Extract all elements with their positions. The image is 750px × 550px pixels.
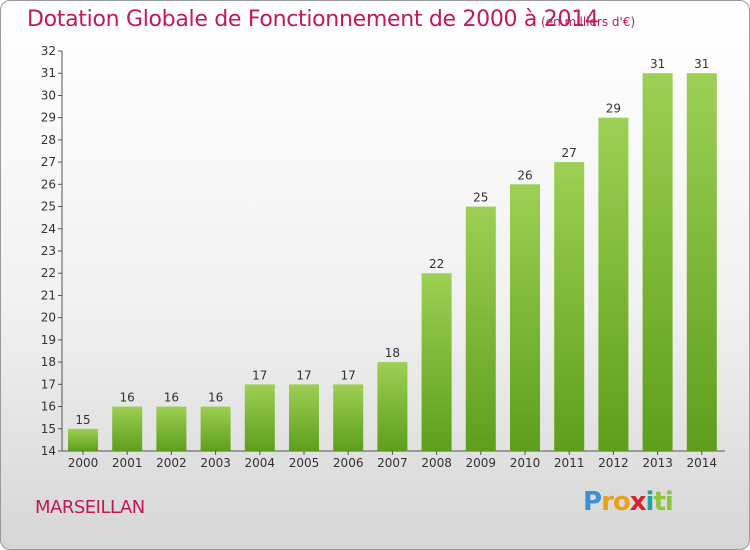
x-tick-label: 2006 xyxy=(333,456,364,470)
logo-letter: o xyxy=(612,487,631,517)
chart-axes: 14 15 16 17 18 19 20 21 22 23 24 25 26 27 28 29 30 31 32 xyxy=(41,44,725,458)
bar-value-label: 26 xyxy=(517,168,532,182)
bar-value-label: 17 xyxy=(296,368,311,382)
y-tick-label: 30 xyxy=(41,88,56,102)
bar-value-label: 27 xyxy=(562,146,577,160)
y-tick-label: 28 xyxy=(41,133,56,147)
logo-letter: x xyxy=(629,487,647,517)
x-tick-label: 2012 xyxy=(598,456,629,470)
bar xyxy=(68,428,98,451)
y-tick-label: 26 xyxy=(41,177,56,191)
bar xyxy=(156,406,187,451)
bar xyxy=(289,384,319,451)
bar-value-label: 31 xyxy=(694,57,709,71)
x-tick-label: 2003 xyxy=(200,456,231,470)
chart-labels: 2000 15 2001 16 2002 16 2003 16 2004 17 2005 17 2006… xyxy=(68,57,717,470)
commune-name: MARSEILLAN xyxy=(35,497,145,518)
bar-value-label: 18 xyxy=(385,346,400,360)
bar xyxy=(554,162,585,451)
logo-letter: i xyxy=(645,487,655,517)
y-tick-label: 32 xyxy=(41,44,56,58)
y-tick-label: 15 xyxy=(41,422,56,436)
y-tick-label: 18 xyxy=(41,355,56,369)
x-tick-label: 2004 xyxy=(245,456,276,470)
x-tick-label: 2002 xyxy=(156,456,187,470)
logo-letter: r xyxy=(601,487,614,517)
bar-value-label: 16 xyxy=(208,391,223,405)
y-tick-label: 16 xyxy=(41,400,56,414)
chart-title: Dotation Globale de Fonctionnement de 20… xyxy=(27,7,599,32)
logo-letter: P xyxy=(583,487,602,517)
bar-value-label: 15 xyxy=(75,413,90,427)
y-tick-label: 19 xyxy=(41,333,56,347)
y-tick-label: 24 xyxy=(41,222,56,236)
proxiti-logo: Proxiti xyxy=(583,487,674,517)
bar-value-label: 31 xyxy=(650,57,665,71)
y-tick-label: 22 xyxy=(41,266,56,280)
y-tick-label: 14 xyxy=(41,444,56,458)
bar-value-label: 16 xyxy=(164,391,179,405)
logo-letter: i xyxy=(664,487,674,517)
y-tick-label: 27 xyxy=(41,155,56,169)
x-tick-label: 2008 xyxy=(421,456,452,470)
bar-value-label: 17 xyxy=(252,368,267,382)
bar xyxy=(112,406,143,451)
bar-value-label: 25 xyxy=(473,191,488,205)
x-tick-label: 2011 xyxy=(554,456,585,470)
bar xyxy=(510,184,540,452)
bar-value-label: 16 xyxy=(120,391,135,405)
y-tick-label: 25 xyxy=(41,200,56,214)
y-tick-label: 17 xyxy=(41,377,56,391)
x-tick-label: 2000 xyxy=(68,456,99,470)
bar xyxy=(377,362,408,451)
bar-value-label: 17 xyxy=(341,368,356,382)
y-tick-label: 21 xyxy=(41,288,56,302)
y-tick-label: 20 xyxy=(41,311,56,325)
bar xyxy=(200,406,231,451)
bar xyxy=(598,117,629,452)
logo-letter: t xyxy=(653,487,665,517)
y-tick-label: 29 xyxy=(41,111,56,125)
chart-subtitle: (en milliers d'€) xyxy=(541,15,636,29)
x-tick-label: 2007 xyxy=(377,456,408,470)
x-tick-label: 2010 xyxy=(510,456,541,470)
x-tick-label: 2013 xyxy=(642,456,673,470)
bar xyxy=(244,384,275,451)
x-tick-label: 2009 xyxy=(466,456,497,470)
bar xyxy=(642,73,673,451)
x-tick-label: 2005 xyxy=(289,456,320,470)
bar xyxy=(333,384,364,451)
y-tick-label: 23 xyxy=(41,244,56,258)
x-tick-label: 2014 xyxy=(687,456,718,470)
bar xyxy=(421,273,452,451)
x-tick-label: 2001 xyxy=(112,456,143,470)
y-tick-label: 31 xyxy=(41,66,56,80)
bar xyxy=(686,73,717,451)
bar-value-label: 22 xyxy=(429,257,444,271)
chart-bars xyxy=(68,73,717,452)
bar-value-label: 29 xyxy=(606,102,621,116)
bar xyxy=(465,206,496,451)
